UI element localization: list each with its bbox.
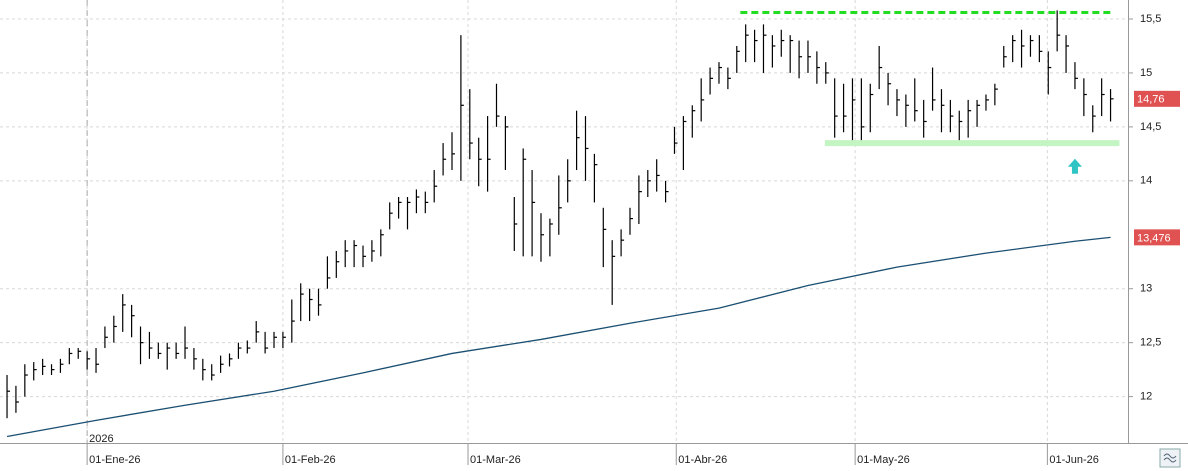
moving-average [6,236,1111,438]
x-tick-label: 01-Ene-26 [89,454,140,466]
price-label-box [1134,229,1180,246]
y-tick-label: 14,5 [1140,121,1161,133]
y-tick-label: 12,5 [1140,337,1161,349]
x-tick-label: 01-Abr-26 [678,454,727,466]
x-tick-label: 01-May-26 [857,454,910,466]
year-label: 2026 [89,433,113,445]
price-label: 13,476 [1137,232,1171,244]
price-label: 14,76 [1137,94,1165,106]
y-tick-label: 15,5 [1140,13,1161,25]
x-tick-label: 01-Jun-26 [1049,454,1099,466]
y-tick-label: 14 [1140,175,1152,187]
annotation-arrow [1067,158,1082,174]
y-tick-label: 12 [1140,391,1152,403]
price-label-box [1134,90,1180,107]
x-tick-label: 01-Feb-26 [285,454,336,466]
corner-icon [1163,453,1177,463]
x-tick-label: 01-Mar-26 [470,454,521,466]
y-tick-label: 13 [1140,283,1152,295]
y-tick-label: 15 [1140,67,1152,79]
corner-button[interactable] [1159,448,1181,468]
